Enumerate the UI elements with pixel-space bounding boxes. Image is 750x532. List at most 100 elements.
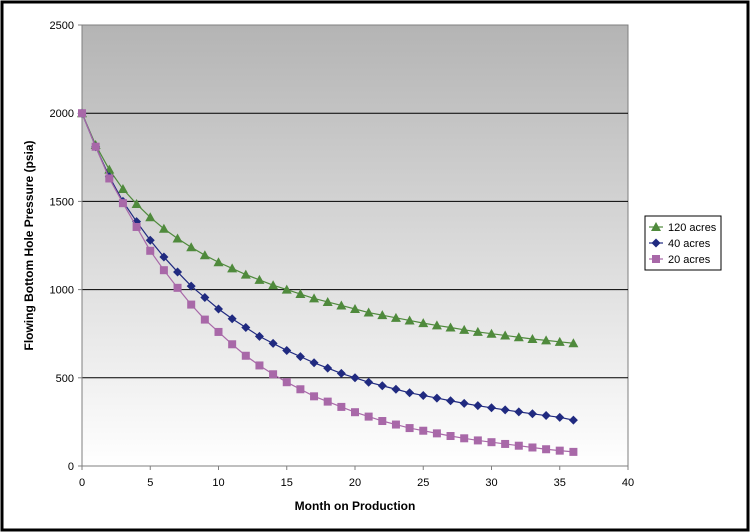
y-tick-label-4: 2000	[50, 108, 74, 120]
data-point-s0-18	[322, 296, 333, 306]
data-point-s0-32	[513, 332, 524, 342]
data-point-s0-22	[377, 310, 388, 320]
data-point-s2-13	[255, 361, 264, 370]
data-point-s1-8	[186, 281, 196, 291]
data-point-s1-35	[555, 412, 565, 422]
legend-entry-1: 40 acres	[649, 238, 711, 250]
series-layer	[77, 108, 579, 456]
data-point-s2-31	[501, 439, 510, 448]
data-point-s0-11	[227, 263, 238, 273]
data-point-s0-12	[240, 269, 251, 279]
data-point-s2-33	[528, 443, 537, 452]
data-point-s0-20	[350, 304, 360, 314]
data-point-s1-32	[514, 407, 524, 417]
data-point-s1-33	[527, 409, 537, 419]
data-point-s1-30	[487, 403, 496, 413]
legend-label-2: 20 acres	[668, 254, 711, 266]
data-point-s2-4	[132, 222, 141, 231]
data-point-s2-22	[378, 417, 387, 426]
data-point-s0-26	[431, 320, 442, 330]
legend-label-0: 120 acres	[668, 222, 717, 234]
data-point-s2-30	[487, 438, 496, 447]
data-point-s0-34	[541, 335, 552, 345]
data-point-s2-26	[432, 429, 441, 438]
x-tick-label-8: 40	[622, 477, 634, 489]
x-tick-label-2: 10	[212, 477, 224, 489]
data-point-s0-36	[568, 338, 579, 348]
y-tick-label-2: 1000	[50, 285, 74, 297]
data-point-s1-15	[282, 345, 292, 355]
data-point-s2-9	[200, 315, 209, 324]
x-tick-label-0: 0	[79, 477, 85, 489]
data-point-s0-16	[295, 289, 306, 299]
data-point-s2-25	[419, 426, 428, 435]
data-point-s2-2	[105, 174, 114, 183]
series-2	[78, 109, 578, 456]
data-point-s2-27	[446, 432, 455, 441]
data-point-s0-13	[254, 274, 265, 284]
data-point-s0-30	[486, 328, 497, 338]
data-point-s0-4	[131, 199, 142, 209]
data-point-s1-16	[295, 352, 305, 362]
series-0	[77, 108, 579, 348]
data-point-s2-12	[241, 351, 250, 360]
data-point-s2-24	[405, 424, 414, 433]
x-axis-title: Month on Production	[295, 499, 416, 513]
data-point-s2-21	[364, 412, 373, 421]
data-point-s0-35	[554, 336, 565, 346]
series-1	[77, 108, 578, 425]
data-point-s0-6	[158, 223, 169, 233]
data-point-s2-8	[187, 300, 196, 309]
data-point-s1-11	[227, 314, 237, 324]
data-point-s1-28	[459, 398, 469, 408]
data-point-s2-14	[269, 370, 278, 379]
data-point-s1-6	[159, 252, 169, 262]
data-point-s1-5	[145, 235, 155, 245]
data-point-s0-31	[500, 330, 511, 340]
data-point-s0-17	[309, 293, 320, 303]
legend-entry-0: 120 acres	[649, 222, 717, 234]
data-point-s2-29	[473, 436, 482, 445]
data-point-s1-23	[391, 384, 401, 394]
data-point-s0-9	[199, 250, 210, 260]
data-point-s2-17	[310, 392, 319, 401]
x-tick-label-7: 35	[554, 477, 566, 489]
data-point-s1-7	[173, 267, 183, 277]
data-point-s1-27	[446, 396, 456, 406]
data-point-s1-14	[268, 338, 278, 348]
data-point-s2-1	[91, 142, 100, 151]
legend-marker-1	[651, 238, 661, 248]
data-point-s2-35	[555, 446, 564, 455]
data-point-s2-6	[159, 266, 168, 275]
data-point-s1-22	[377, 381, 387, 391]
data-point-s2-18	[323, 397, 332, 406]
y-tick-label-3: 1500	[50, 196, 74, 208]
data-point-s1-34	[541, 411, 551, 421]
data-point-s2-28	[460, 434, 469, 443]
data-point-s0-33	[527, 333, 538, 343]
data-point-s2-34	[542, 445, 551, 454]
x-tick-label-4: 20	[349, 477, 361, 489]
legend-label-1: 40 acres	[668, 238, 711, 250]
data-point-s1-20	[350, 373, 360, 383]
data-point-s0-8	[186, 242, 197, 252]
data-point-s1-31	[500, 405, 510, 415]
data-point-s1-21	[364, 377, 374, 387]
y-tick-label-1: 500	[56, 373, 74, 385]
data-point-s0-15	[281, 284, 292, 294]
y-tick-label-5: 2500	[50, 20, 74, 32]
data-point-s0-7	[172, 233, 183, 243]
data-point-s1-25	[418, 390, 428, 400]
data-point-s2-3	[118, 199, 127, 208]
data-point-s0-19	[336, 300, 347, 310]
data-point-s2-10	[214, 327, 223, 336]
data-point-s2-7	[173, 283, 182, 292]
data-point-s0-29	[472, 326, 483, 336]
data-point-s2-5	[146, 246, 155, 255]
data-point-s2-15	[282, 378, 291, 387]
data-point-s0-25	[418, 318, 429, 328]
data-point-s0-3	[117, 184, 128, 194]
data-point-s2-20	[351, 408, 359, 417]
data-point-s1-13	[254, 331, 264, 341]
legend-marker-0	[651, 222, 661, 231]
